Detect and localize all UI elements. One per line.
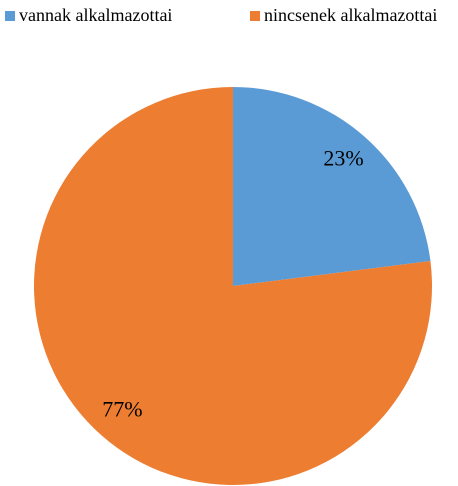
slice-label: 23% (323, 146, 363, 171)
legend-swatch (5, 11, 15, 21)
pie-slice (233, 87, 431, 286)
legend-swatch (250, 11, 260, 21)
pie-slice (33, 87, 433, 485)
legend-text: nincsenek alkalmazottai (264, 5, 437, 25)
legend-text: vannak alkalmazottai (19, 5, 172, 25)
slice-label: 77% (102, 396, 142, 421)
